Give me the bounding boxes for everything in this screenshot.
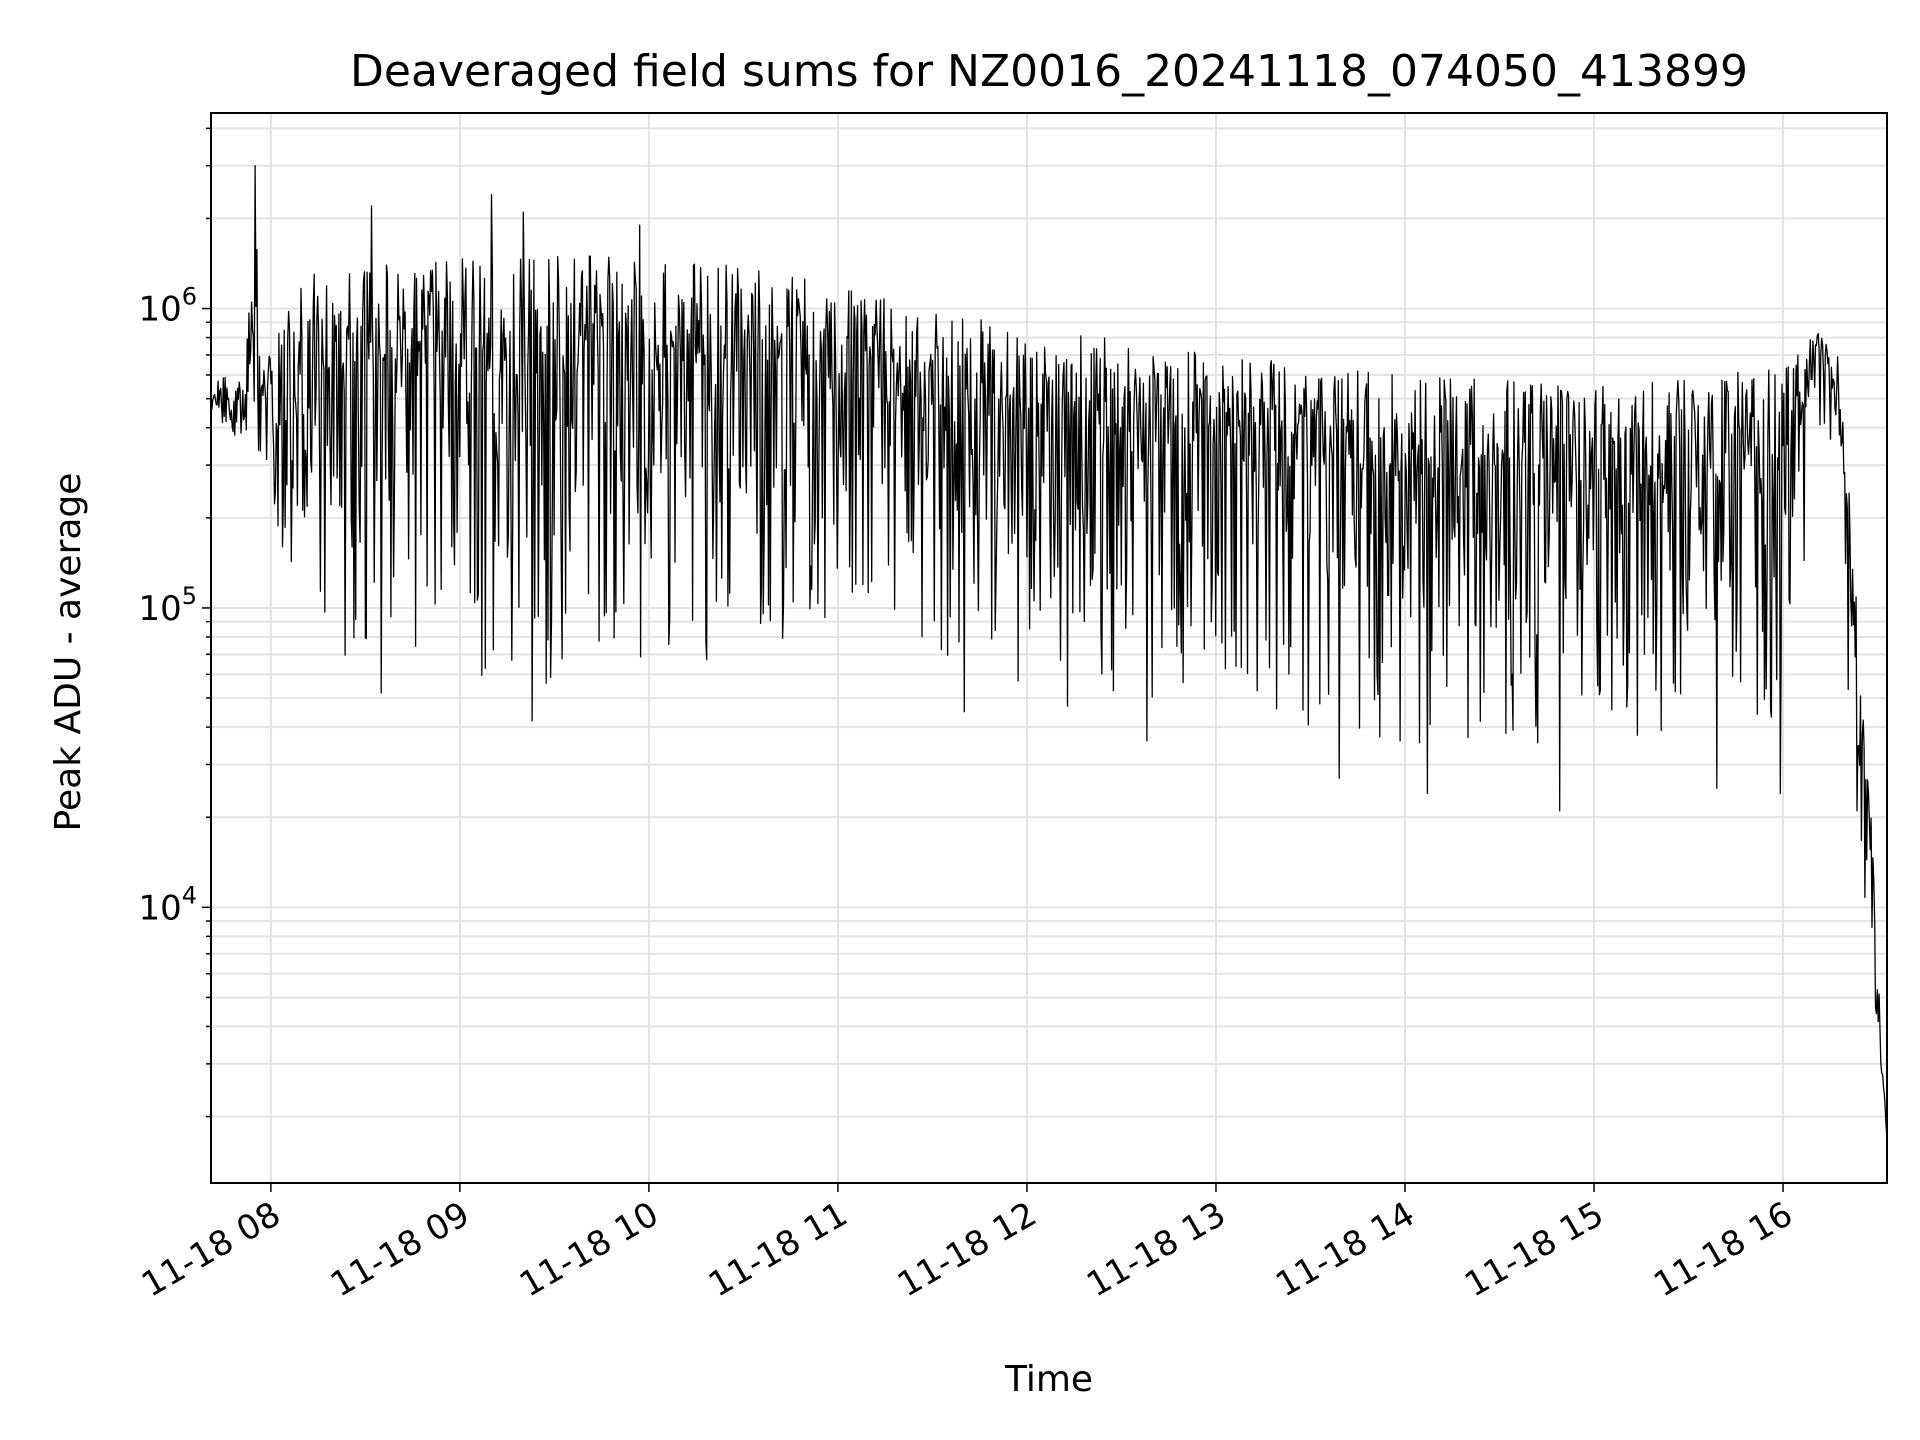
ticks: 11-18 08 11-18 09 11-18 10 11-18 11 11-18 12… [135,127,1800,1305]
grid [211,113,1887,1183]
series-polyline [210,165,1888,1138]
y-tick-label: 105 [138,582,197,629]
series-line [210,165,1888,1138]
x-tick-label: 11-18 11 [702,1194,854,1305]
x-tick-label: 11-18 15 [1458,1194,1610,1305]
chart-title: Deaveraged field sums for NZ0016_2024111… [350,46,1748,97]
y-tick-label: 106 [138,283,197,330]
x-tick-label: 11-18 09 [324,1194,476,1305]
y-tick-label: 104 [138,881,197,928]
x-tick-label: 11-18 16 [1647,1194,1799,1305]
x-axis-label: Time [1004,1359,1093,1400]
x-tick-label: 11-18 12 [891,1194,1043,1305]
axes-frame [210,112,1888,1184]
y-axis-label: Peak ADU - average [48,473,89,832]
x-tick-label: 11-18 08 [135,1194,287,1305]
x-tick-label: 11-18 13 [1080,1194,1232,1305]
x-tick-label: 11-18 14 [1269,1194,1421,1305]
x-tick-label: 11-18 10 [513,1194,665,1305]
